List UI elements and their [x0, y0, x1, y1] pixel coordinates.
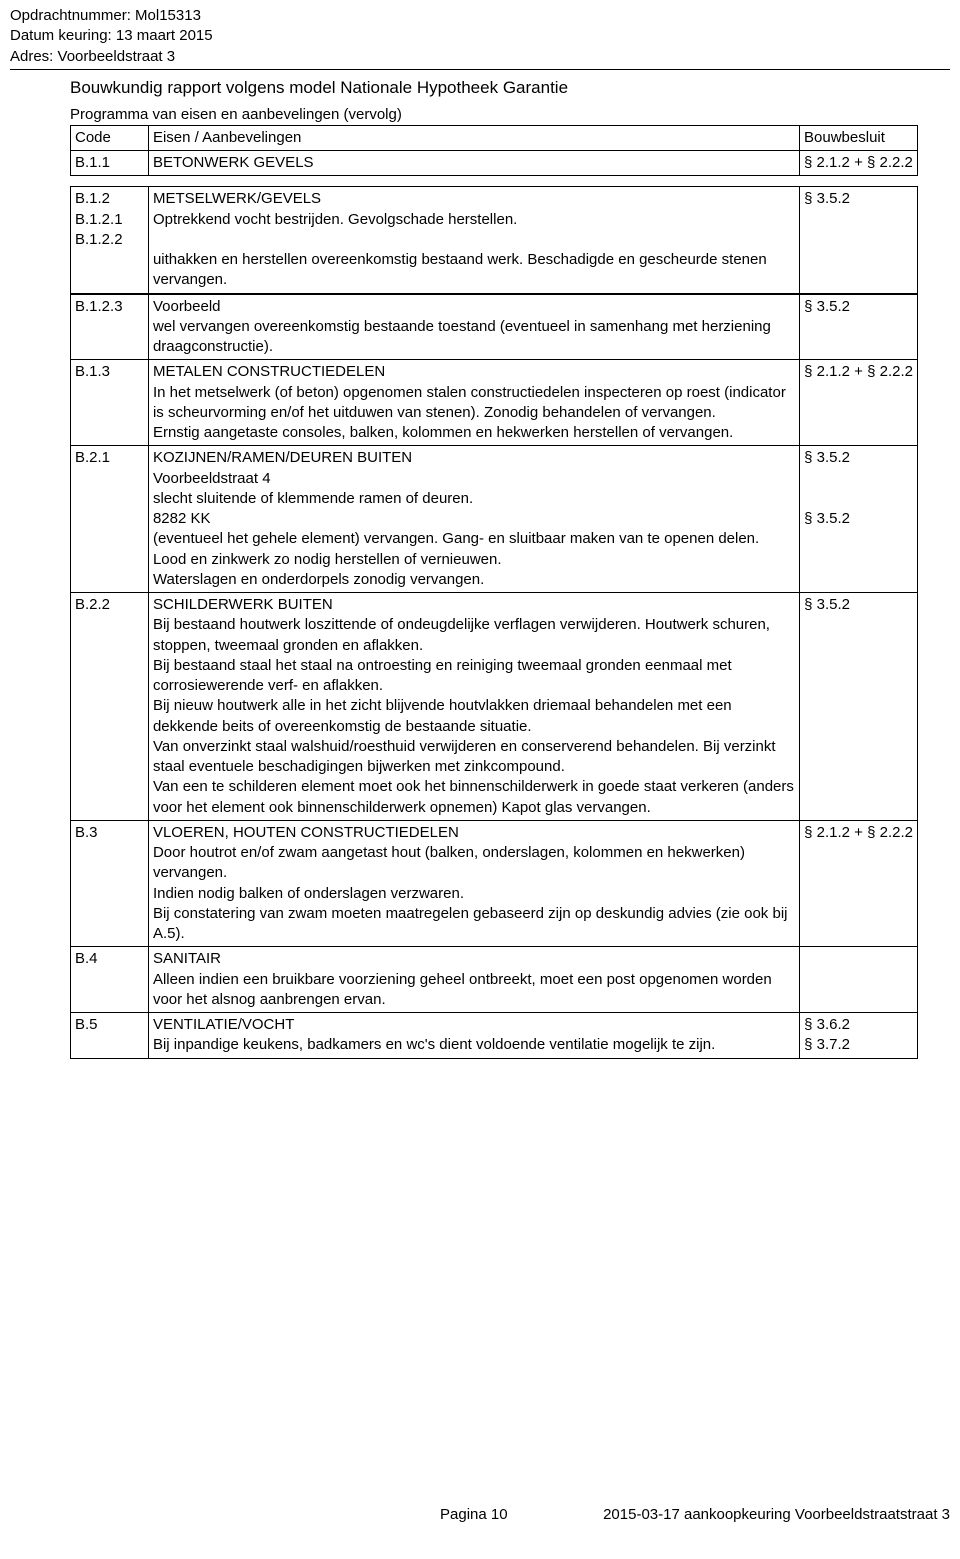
cell-code: B.2.2 [71, 593, 149, 821]
footer-doc-name: 2015-03-17 aankoopkeuring Voorbeeldstraa… [603, 1506, 950, 1523]
cell-bb: § 3.5.2 § 3.5.2 [800, 446, 918, 593]
cell-bb: § 2.1.2 + § 2.2.2 [800, 360, 918, 446]
cell-code: B.4 [71, 947, 149, 1013]
table-row: B.3 VLOEREN, HOUTEN CONSTRUCTIEDELEN Doo… [71, 820, 918, 947]
requirements-table-top: Code Eisen / Aanbevelingen Bouwbesluit B… [70, 125, 918, 177]
section-subtitle: Programma van eisen en aanbevelingen (ve… [70, 106, 950, 123]
table-header-row: Code Eisen / Aanbevelingen Bouwbesluit [71, 125, 918, 150]
cell-bb: § 2.1.2 + § 2.2.2 [800, 151, 918, 176]
cell-bb: § 2.1.2 + § 2.2.2 [800, 820, 918, 947]
cell-text: KOZIJNEN/RAMEN/DEUREN BUITEN Voorbeeldst… [148, 446, 799, 593]
cell-text: VENTILATIE/VOCHT Bij inpandige keukens, … [148, 1013, 799, 1059]
requirements-table-group1: B.1.2 B.1.2.1 B.1.2.2 METSELWERK/GEVELS … [70, 186, 918, 293]
cell-bb: § 3.6.2 § 3.7.2 [800, 1013, 918, 1059]
cell-text: SANITAIR Alleen indien een bruikbare voo… [148, 947, 799, 1013]
table-row: B.4 SANITAIR Alleen indien een bruikbare… [71, 947, 918, 1013]
cell-text-group: METSELWERK/GEVELS Optrekkend vocht bestr… [148, 187, 799, 293]
cell-bb [800, 947, 918, 1013]
cell-code-group: B.1.2 B.1.2.1 B.1.2.2 [71, 187, 149, 293]
header-line-datum: Datum keuring: 13 maart 2015 [10, 26, 950, 46]
table-row: B.1.1 BETONWERK GEVELS § 2.1.2 + § 2.2.2 [71, 151, 918, 176]
cell-bb: § 3.5.2 [800, 187, 918, 293]
document-header: Opdrachtnummer: Mol15313 Datum keuring: … [10, 6, 950, 70]
cell-text: BETONWERK GEVELS [148, 151, 799, 176]
cell-text: SCHILDERWERK BUITEN Bij bestaand houtwer… [148, 593, 799, 821]
table-row: B.1.2 B.1.2.1 B.1.2.2 METSELWERK/GEVELS … [71, 187, 918, 293]
col-header-text: Eisen / Aanbevelingen [148, 125, 799, 150]
cell-text: Voorbeeld wel vervangen overeenkomstig b… [148, 294, 799, 360]
page-footer: Pagina 10 2015-03-17 aankoopkeuring Voor… [10, 1506, 950, 1523]
code-b122: B.1.2.2 [75, 230, 144, 250]
cell-code: B.2.1 [71, 446, 149, 593]
text-b121: Optrekkend vocht bestrijden. Gevolgschad… [153, 210, 795, 230]
text-b122: uithakken en herstellen overeenkomstig b… [153, 250, 795, 291]
cell-code: B.3 [71, 820, 149, 947]
code-b121: B.1.2.1 [75, 210, 144, 230]
table-row: B.2.1 KOZIJNEN/RAMEN/DEUREN BUITEN Voorb… [71, 446, 918, 593]
cell-code: B.1.1 [71, 151, 149, 176]
table-row: B.2.2 SCHILDERWERK BUITEN Bij bestaand h… [71, 593, 918, 821]
table-row: B.1.2.3 Voorbeeld wel vervangen overeenk… [71, 294, 918, 360]
cell-text: VLOEREN, HOUTEN CONSTRUCTIEDELEN Door ho… [148, 820, 799, 947]
col-header-code: Code [71, 125, 149, 150]
code-b12: B.1.2 [75, 189, 144, 209]
cell-code: B.1.2.3 [71, 294, 149, 360]
text-b12: METSELWERK/GEVELS [153, 189, 795, 209]
table-row: B.5 VENTILATIE/VOCHT Bij inpandige keuke… [71, 1013, 918, 1059]
requirements-table-group2: B.1.2.3 Voorbeeld wel vervangen overeenk… [70, 294, 918, 1059]
cell-code: B.1.3 [71, 360, 149, 446]
cell-text: METALEN CONSTRUCTIEDELEN In het metselwe… [148, 360, 799, 446]
header-line-adres: Adres: Voorbeeldstraat 3 [10, 47, 950, 67]
cell-bb: § 3.5.2 [800, 593, 918, 821]
table-row: B.1.3 METALEN CONSTRUCTIEDELEN In het me… [71, 360, 918, 446]
footer-page-number: Pagina 10 [440, 1506, 508, 1523]
col-header-bouwbesluit: Bouwbesluit [800, 125, 918, 150]
header-line-opdracht: Opdrachtnummer: Mol15313 [10, 6, 950, 26]
cell-code: B.5 [71, 1013, 149, 1059]
cell-bb: § 3.5.2 [800, 294, 918, 360]
report-title: Bouwkundig rapport volgens model Nationa… [70, 78, 950, 98]
